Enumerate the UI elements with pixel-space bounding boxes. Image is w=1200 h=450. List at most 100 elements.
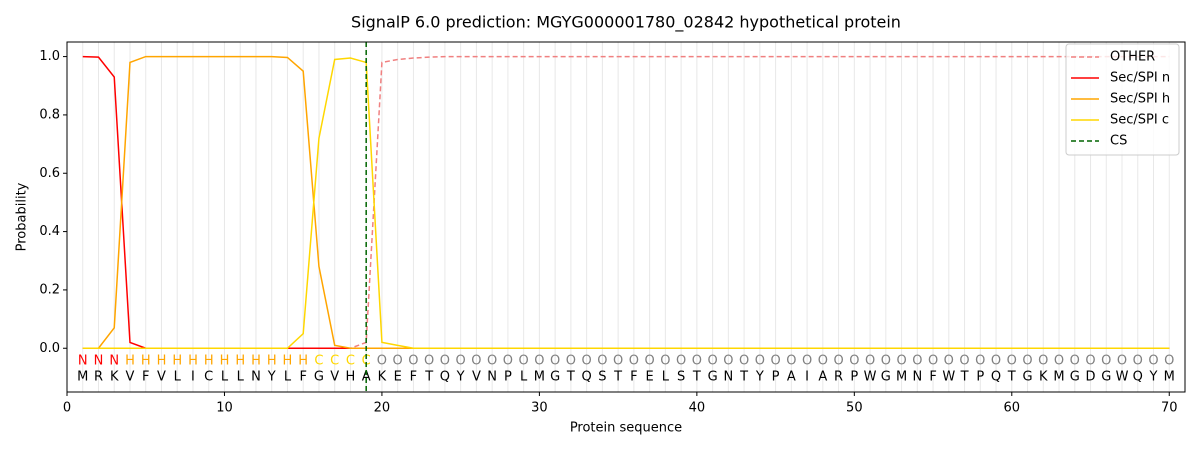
region-label: O: [928, 354, 938, 369]
legend-label: Sec/SPI n: [1110, 71, 1170, 86]
region-label: O: [1133, 354, 1143, 369]
x-tick-label: 60: [1004, 401, 1021, 416]
y-tick-label: 0.6: [39, 166, 60, 181]
region-label: O: [1070, 354, 1080, 369]
residue: N: [487, 370, 497, 385]
region-label: O: [471, 354, 481, 369]
residue: T: [692, 370, 701, 385]
region-label: N: [94, 354, 104, 369]
residue: M: [896, 370, 907, 385]
region-label: H: [125, 354, 135, 369]
x-tick-label: 70: [1161, 401, 1178, 416]
region-label: C: [330, 354, 339, 369]
legend-label: CS: [1110, 134, 1127, 149]
residue: I: [805, 370, 809, 385]
region-label: O: [1148, 354, 1158, 369]
residue: C: [204, 370, 213, 385]
residue: Y: [456, 370, 465, 385]
region-label: O: [582, 354, 592, 369]
residue: W: [942, 370, 955, 385]
region-label: C: [362, 354, 371, 369]
residue: P: [504, 370, 512, 385]
residue: Q: [582, 370, 592, 385]
region-label: O: [881, 354, 891, 369]
region-label: O: [377, 354, 387, 369]
residue: F: [929, 370, 936, 385]
residue: L: [221, 370, 229, 385]
region-label: O: [424, 354, 434, 369]
residue: Q: [1133, 370, 1143, 385]
region-label: H: [188, 354, 198, 369]
region-label: O: [865, 354, 875, 369]
region-label: O: [534, 354, 544, 369]
region-label: O: [692, 354, 702, 369]
region-label: O: [1164, 354, 1174, 369]
region-label: O: [1117, 354, 1127, 369]
region-label: O: [660, 354, 670, 369]
region-label: H: [235, 354, 245, 369]
region-label: O: [975, 354, 985, 369]
residue: G: [1070, 370, 1080, 385]
residue: N: [723, 370, 733, 385]
residue: Y: [267, 370, 276, 385]
series-line: [82, 55, 1170, 349]
residue: G: [881, 370, 891, 385]
region-label: O: [676, 354, 686, 369]
region-label: O: [597, 354, 607, 369]
residue: T: [566, 370, 575, 385]
x-axis-label: Protein sequence: [570, 421, 682, 436]
y-axis-label: Probability: [15, 182, 30, 251]
region-label: H: [220, 354, 230, 369]
residue: Q: [991, 370, 1001, 385]
region-label: O: [503, 354, 513, 369]
residue: A: [787, 370, 796, 385]
residue: G: [1022, 370, 1032, 385]
residue: M: [77, 370, 88, 385]
region-label: O: [912, 354, 922, 369]
residue: Y: [1149, 370, 1158, 385]
region-label: H: [251, 354, 261, 369]
residue: T: [739, 370, 748, 385]
residue: A: [362, 370, 371, 385]
residue: L: [662, 370, 670, 385]
region-label: C: [314, 354, 323, 369]
region-label: O: [1007, 354, 1017, 369]
legend: OTHER Sec/SPI n Sec/SPI h Sec/SPI c CS: [1065, 43, 1180, 156]
residue: M: [1164, 370, 1175, 385]
region-label: O: [802, 354, 812, 369]
region-label: O: [408, 354, 418, 369]
region-label: C: [346, 354, 355, 369]
y-tick-label: 0.4: [39, 224, 60, 239]
legend-label: OTHER: [1110, 50, 1155, 65]
region-label: O: [944, 354, 954, 369]
region-label: O: [1085, 354, 1095, 369]
region-label: O: [739, 354, 749, 369]
residue: K: [378, 370, 387, 385]
region-label: O: [566, 354, 576, 369]
residue: L: [284, 370, 292, 385]
region-label: O: [456, 354, 466, 369]
legend-label: Sec/SPI c: [1110, 113, 1169, 128]
residue: W: [1116, 370, 1129, 385]
residue: N: [251, 370, 261, 385]
residue: V: [330, 370, 339, 385]
plot-frame: [66, 41, 1186, 393]
region-label: N: [78, 354, 88, 369]
residue: T: [613, 370, 622, 385]
residue: G: [314, 370, 324, 385]
residue: P: [976, 370, 984, 385]
residue: K: [110, 370, 119, 385]
y-tick-label: 0.8: [39, 107, 60, 122]
region-label: O: [629, 354, 639, 369]
residue: P: [850, 370, 858, 385]
residue: V: [126, 370, 135, 385]
region-label: O: [707, 354, 717, 369]
residue: L: [174, 370, 182, 385]
x-tick-label: 50: [846, 401, 863, 416]
y-tick-label: 0.2: [39, 282, 60, 297]
residue: K: [1039, 370, 1048, 385]
region-label: O: [959, 354, 969, 369]
region-label: O: [487, 354, 497, 369]
residue: F: [299, 370, 306, 385]
